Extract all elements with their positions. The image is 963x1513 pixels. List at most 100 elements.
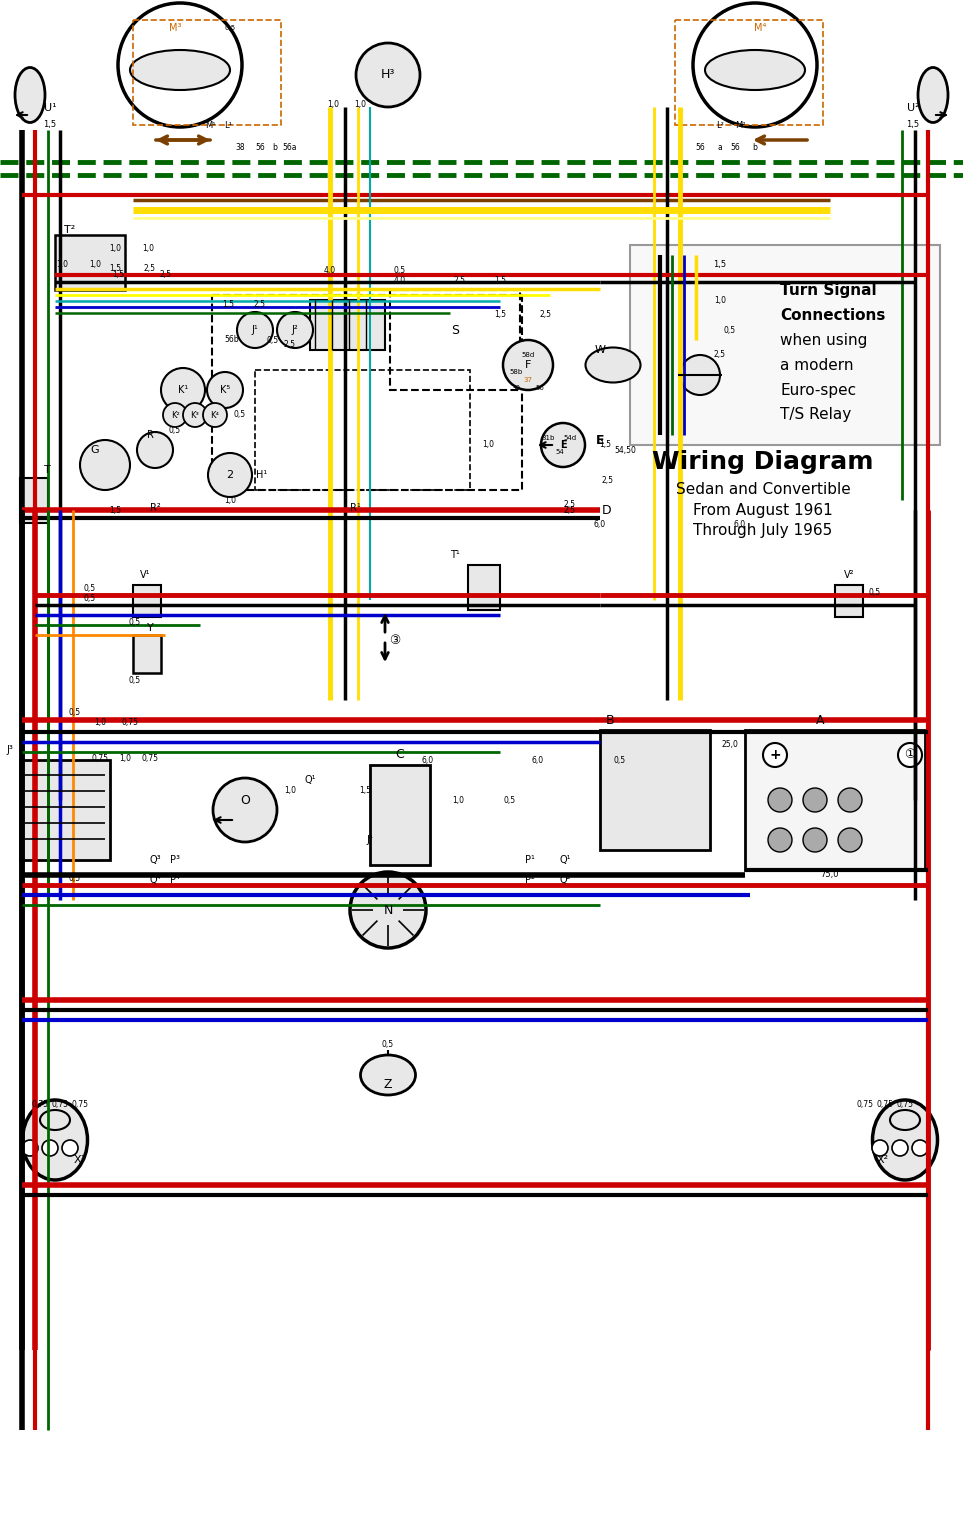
- Text: T: T: [43, 464, 50, 475]
- Text: U²: U²: [907, 103, 920, 113]
- Text: 56: 56: [255, 144, 265, 153]
- Circle shape: [912, 1139, 928, 1156]
- Circle shape: [872, 1139, 888, 1156]
- Text: 1,5: 1,5: [222, 301, 234, 310]
- Circle shape: [163, 402, 187, 427]
- Text: 1,5: 1,5: [109, 263, 121, 272]
- Text: R: R: [146, 430, 153, 440]
- Text: 1,0: 1,0: [482, 440, 494, 449]
- Text: 2,5: 2,5: [284, 340, 296, 350]
- Text: 1,0: 1,0: [56, 260, 68, 269]
- Text: G: G: [91, 445, 99, 455]
- Text: Y: Y: [146, 623, 153, 632]
- Text: 0,75: 0,75: [51, 1100, 68, 1109]
- Text: C: C: [396, 749, 404, 761]
- Circle shape: [838, 828, 862, 852]
- Text: Wiring Diagram: Wiring Diagram: [652, 449, 873, 474]
- Circle shape: [892, 1139, 908, 1156]
- Text: 0,5: 0,5: [169, 425, 181, 434]
- Text: 0,75: 0,75: [32, 1100, 48, 1109]
- Bar: [255, 371, 470, 490]
- Text: 38: 38: [235, 144, 245, 153]
- Text: P¹: P¹: [525, 855, 534, 865]
- Circle shape: [213, 778, 277, 843]
- Text: 0,5: 0,5: [69, 708, 81, 717]
- Ellipse shape: [40, 1111, 70, 1130]
- Text: V²: V²: [844, 570, 854, 579]
- Text: 6,0: 6,0: [734, 520, 746, 530]
- Text: 0,5: 0,5: [724, 325, 736, 334]
- Text: Q¹: Q¹: [560, 855, 571, 865]
- Text: Q³: Q³: [149, 855, 161, 865]
- Text: Euro-spec: Euro-spec: [780, 383, 856, 398]
- Text: V¹: V¹: [140, 570, 150, 579]
- Text: when using: when using: [780, 333, 868, 348]
- Text: Q²: Q²: [560, 875, 571, 885]
- Ellipse shape: [705, 50, 805, 89]
- Text: 56: 56: [535, 384, 544, 390]
- Text: L¹: L¹: [224, 121, 232, 130]
- Bar: [310, 300, 385, 350]
- Text: a modern: a modern: [780, 357, 853, 372]
- Circle shape: [763, 743, 787, 767]
- Text: 0,75: 0,75: [856, 1100, 873, 1109]
- Circle shape: [62, 1139, 78, 1156]
- Text: 0,5: 0,5: [614, 755, 626, 764]
- Circle shape: [203, 402, 227, 427]
- Text: 2,5: 2,5: [254, 301, 266, 310]
- Bar: [370, 766, 430, 865]
- Text: 4,0: 4,0: [324, 265, 336, 274]
- Circle shape: [208, 452, 252, 496]
- Bar: [212, 295, 522, 490]
- Text: 0,75: 0,75: [91, 753, 109, 763]
- Text: 0,75: 0,75: [121, 717, 139, 726]
- Text: S: S: [451, 324, 459, 336]
- Text: K²: K²: [170, 410, 179, 419]
- Text: 1,0: 1,0: [94, 717, 106, 726]
- Text: 0,5: 0,5: [394, 265, 406, 274]
- Text: U¹: U¹: [43, 103, 56, 113]
- Text: 2,5: 2,5: [144, 263, 156, 272]
- Text: 6,0: 6,0: [532, 755, 544, 764]
- Text: R²: R²: [149, 502, 161, 513]
- Text: Q¹: Q¹: [304, 775, 316, 785]
- Text: 4,0: 4,0: [394, 275, 406, 284]
- Ellipse shape: [22, 1100, 88, 1180]
- Circle shape: [137, 433, 173, 468]
- Bar: [745, 729, 925, 870]
- Bar: [468, 564, 500, 610]
- Text: 1,0: 1,0: [119, 753, 131, 763]
- Text: J³: J³: [7, 744, 13, 755]
- Text: 30: 30: [511, 384, 520, 390]
- Text: ③: ③: [389, 634, 401, 646]
- Text: P²: P²: [525, 875, 534, 885]
- Text: X²: X²: [877, 1154, 889, 1165]
- Circle shape: [503, 340, 553, 390]
- Text: M¹: M¹: [205, 121, 216, 130]
- Text: T¹: T¹: [450, 551, 460, 560]
- Text: 56: 56: [695, 144, 705, 153]
- Text: 2,5: 2,5: [539, 310, 551, 319]
- Text: 0,75: 0,75: [876, 1100, 894, 1109]
- Bar: [20, 760, 110, 859]
- Text: 58d: 58d: [521, 353, 534, 359]
- Text: 2,5: 2,5: [714, 351, 726, 360]
- Text: From August 1961: From August 1961: [693, 502, 833, 517]
- Text: 1,5: 1,5: [43, 121, 57, 130]
- Text: 54d: 54d: [563, 436, 577, 440]
- Circle shape: [768, 788, 792, 812]
- Text: 56a: 56a: [283, 144, 298, 153]
- Text: b: b: [273, 144, 277, 153]
- Circle shape: [42, 1139, 58, 1156]
- Text: M²: M²: [735, 121, 745, 130]
- Text: T²: T²: [65, 225, 76, 235]
- Text: F: F: [525, 360, 532, 371]
- Text: T/S Relay: T/S Relay: [780, 407, 851, 422]
- Text: 56: 56: [730, 144, 740, 153]
- Text: 0,75: 0,75: [71, 1100, 89, 1109]
- Text: 0,75: 0,75: [897, 1100, 914, 1109]
- Text: 58b: 58b: [509, 369, 523, 375]
- Text: 2,5: 2,5: [564, 501, 576, 510]
- Text: 37: 37: [524, 377, 533, 383]
- Ellipse shape: [890, 1111, 920, 1130]
